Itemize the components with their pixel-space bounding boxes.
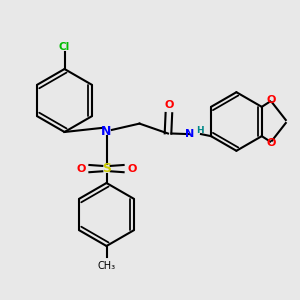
Text: Cl: Cl <box>59 43 70 52</box>
Text: S: S <box>102 162 111 175</box>
Text: O: O <box>266 138 276 148</box>
Text: CH₃: CH₃ <box>98 261 116 271</box>
Text: O: O <box>128 164 137 174</box>
Text: O: O <box>266 95 276 105</box>
Text: N: N <box>185 129 194 139</box>
Text: H: H <box>196 126 204 135</box>
Text: O: O <box>164 100 174 110</box>
Text: O: O <box>76 164 86 174</box>
Text: N: N <box>101 125 112 138</box>
